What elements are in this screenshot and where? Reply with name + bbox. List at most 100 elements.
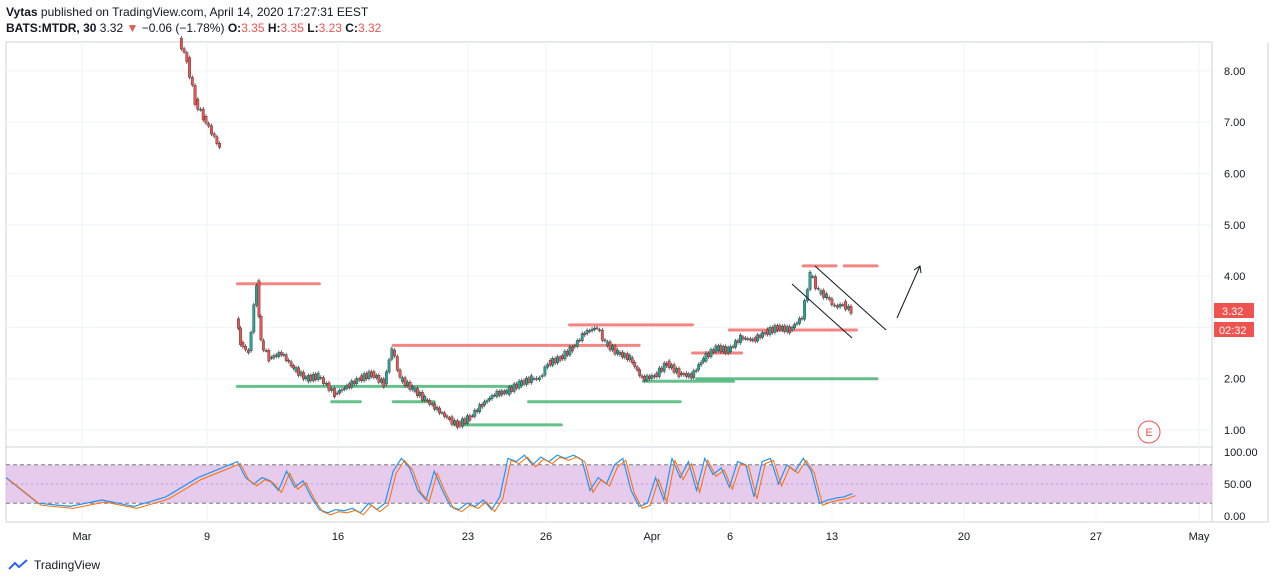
time-tick-label: 16 — [332, 531, 344, 543]
channel-lower-line[interactable] — [791, 283, 853, 339]
candle-body — [790, 327, 794, 331]
price-change: −0.06 (−1.78%) — [141, 21, 225, 35]
countdown-tag — [1214, 322, 1254, 337]
candle-body — [374, 375, 378, 379]
candle-body — [692, 370, 696, 378]
candle-body — [819, 290, 823, 295]
candle-body — [340, 389, 344, 392]
candle-body — [287, 359, 291, 362]
candle-body — [783, 325, 787, 332]
candle-body — [655, 372, 659, 377]
candle-body — [538, 377, 541, 380]
candle-body — [338, 390, 341, 394]
grid — [6, 42, 1212, 522]
candle-body — [246, 349, 250, 353]
author-name[interactable]: Vytas — [6, 5, 38, 19]
candle-body — [739, 334, 742, 344]
candle-body — [505, 390, 509, 394]
candle-body — [808, 271, 812, 290]
chart-frame — [5, 41, 1213, 523]
price-tick-label: 4.00 — [1224, 271, 1245, 283]
candle-body — [495, 390, 499, 397]
candle-body — [546, 364, 550, 368]
candle-body — [493, 394, 496, 397]
candle-body — [466, 415, 469, 424]
candle-body — [709, 349, 713, 357]
candle-body — [512, 383, 516, 392]
time-tick-label: 20 — [958, 531, 970, 543]
close-label: C: — [345, 21, 358, 35]
candle-body — [425, 399, 429, 402]
rsi-pane — [5, 454, 1212, 516]
earnings-marker-icon[interactable] — [1137, 420, 1161, 444]
projection-arrow[interactable] — [896, 265, 921, 319]
candle-body — [297, 367, 300, 376]
rsi-tick-label: 100.00 — [1224, 447, 1258, 459]
candle-body — [575, 340, 579, 347]
candle-body — [553, 358, 557, 364]
candle-body — [445, 415, 449, 418]
rsi-tick-label: 50.00 — [1224, 479, 1252, 491]
candle-body — [773, 325, 777, 333]
candle-body — [398, 369, 402, 378]
candle-body — [270, 357, 273, 359]
candle-body — [816, 288, 820, 290]
candle-body — [267, 350, 271, 362]
tradingview-brand[interactable]: TradingView — [8, 558, 100, 572]
candle-body — [558, 356, 562, 361]
candle-body — [382, 378, 386, 387]
chart-header: Vytas published on TradingView.com, Apri… — [6, 4, 381, 36]
candle-body — [179, 37, 183, 50]
candle-body — [304, 376, 308, 379]
candle-body — [716, 345, 720, 351]
time-tick-label: 27 — [1090, 531, 1102, 543]
candle-body — [324, 383, 328, 385]
candle-body — [335, 392, 339, 395]
candle-body — [461, 418, 464, 427]
candle-body — [458, 421, 462, 427]
rsi-d-line — [8, 456, 856, 516]
channel-upper-line[interactable] — [814, 265, 887, 331]
candle-body — [736, 340, 740, 343]
candle-body — [608, 341, 612, 351]
candle-body — [282, 354, 286, 356]
price-tick-label: 5.00 — [1224, 220, 1245, 232]
candle-body — [199, 108, 202, 111]
low-value: 3.23 — [318, 21, 342, 35]
candle-body — [650, 375, 654, 379]
candle-body — [583, 333, 587, 336]
candle-body — [473, 410, 477, 417]
candle-body — [578, 339, 582, 342]
candle-body — [595, 327, 599, 330]
time-tick-label: 6 — [727, 531, 733, 543]
price-series — [179, 36, 853, 430]
candle-body — [630, 357, 634, 363]
candle-body — [520, 380, 523, 387]
candle-body — [768, 327, 772, 335]
candle-body — [623, 353, 627, 358]
time-tick-label: Mar — [73, 531, 92, 543]
candle-body — [618, 352, 622, 355]
candle-body — [440, 412, 444, 414]
time-tick-label: 9 — [204, 531, 210, 543]
candle-body — [468, 415, 472, 421]
candle-body — [390, 348, 394, 360]
candle-body — [357, 378, 361, 381]
candle-body — [625, 353, 629, 360]
candle-body — [347, 383, 351, 388]
candle-body — [201, 108, 205, 121]
candle-body — [677, 368, 681, 377]
candle-body — [670, 364, 673, 369]
candle-body — [433, 403, 437, 410]
candle-body — [327, 382, 331, 391]
candle-body — [540, 375, 544, 377]
candle-body — [345, 385, 349, 389]
candle-body — [729, 346, 733, 352]
candle-body — [403, 377, 407, 387]
candle-body — [751, 339, 755, 341]
time-axis: Mar 9 16 23 26 Apr 6 13 20 27 May — [73, 531, 1210, 543]
candle-body — [734, 340, 737, 348]
candle-body — [682, 373, 686, 376]
candle-body — [527, 377, 531, 383]
